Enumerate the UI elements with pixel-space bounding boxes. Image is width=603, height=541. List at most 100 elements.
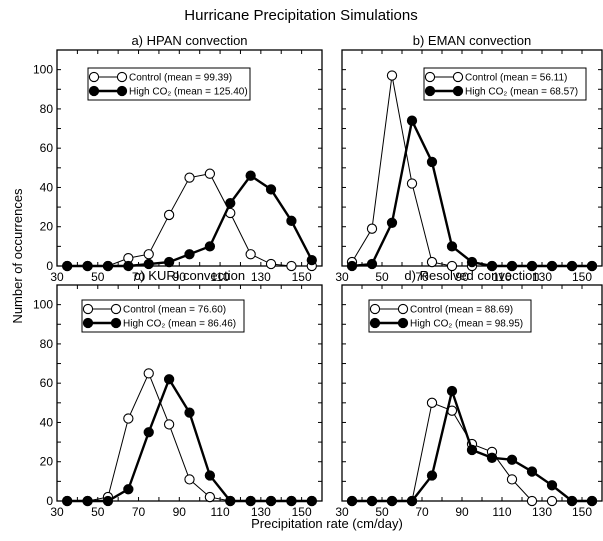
data-point: [546, 260, 558, 272]
x-tick-label: 30: [335, 270, 349, 284]
legend-box: [423, 67, 587, 101]
panel-1: a) HPAN convection 30 50 70 90 110 130 150 0 20 40…: [33, 33, 323, 284]
legend-marker: [116, 85, 128, 97]
series-high-co2: [346, 115, 598, 272]
data-point: [225, 495, 236, 507]
data-point: [506, 474, 518, 485]
data-point: [163, 419, 175, 430]
data-point: [123, 260, 134, 272]
legend-box: [87, 67, 251, 101]
data-point: [184, 249, 195, 260]
series-control: [346, 70, 598, 272]
legend-label: High CO₂ (mean = 68.57): [465, 87, 578, 98]
y-tick-label: 20: [40, 220, 54, 234]
legend-label: Control (mean = 56.11): [465, 73, 567, 84]
y-tick-label: 80: [40, 337, 54, 351]
legend-marker: [424, 85, 436, 97]
legend-marker: [82, 317, 94, 329]
y-tick-label: 60: [40, 376, 54, 390]
legend-label: High CO₂ (mean = 125.40): [129, 87, 248, 98]
y-tick-label: 0: [46, 259, 53, 273]
legend-marker: [397, 317, 409, 329]
panel-title: d) Resolved convection: [404, 268, 539, 283]
data-point: [306, 254, 317, 266]
data-point: [184, 172, 195, 183]
data-point: [143, 249, 154, 260]
series-control: [62, 368, 317, 507]
panel-title: a) HPAN convection: [131, 33, 247, 48]
data-point: [286, 495, 297, 507]
data-point: [426, 470, 438, 481]
data-point: [82, 495, 93, 507]
legend-marker: [82, 303, 94, 315]
x-tick-label: 150: [292, 270, 312, 284]
x-tick-label: 130: [532, 505, 552, 519]
data-point: [506, 454, 518, 465]
data-point: [426, 397, 438, 408]
legend-label: Control (mean = 99.39): [129, 73, 232, 84]
legend-label: High CO₂ (mean = 98.95): [410, 319, 523, 330]
series-line: [351, 75, 592, 267]
x-tick-label: 90: [455, 270, 469, 284]
legend-box: [81, 299, 245, 333]
legend-marker: [88, 85, 100, 97]
data-point: [586, 260, 598, 272]
data-point: [163, 374, 175, 385]
x-tick-label: 50: [91, 505, 105, 519]
data-point: [245, 170, 256, 181]
y-axis-label: Number of occurrences: [10, 188, 25, 324]
data-point: [406, 115, 418, 126]
series-high-co2: [62, 374, 317, 507]
plot-frame: [341, 284, 603, 502]
data-point: [62, 260, 73, 272]
data-point: [346, 260, 358, 272]
data-point: [446, 260, 458, 272]
legend-marker: [110, 303, 122, 315]
data-point: [466, 256, 478, 268]
data-point: [204, 168, 216, 179]
panel-4: d) Resolved convection 30 50 70 90 110 130 150 C…: [335, 268, 603, 519]
data-point: [566, 260, 578, 272]
x-tick-label: 30: [335, 505, 349, 519]
data-point: [184, 407, 195, 418]
data-point: [366, 223, 378, 234]
data-point: [245, 495, 256, 507]
x-axis-label: Precipitation rate (cm/day): [251, 516, 403, 531]
panel-title: b) EMAN convection: [413, 33, 532, 48]
data-point: [143, 368, 154, 379]
y-tick-label: 40: [40, 180, 54, 194]
x-tick-label: 50: [375, 505, 389, 519]
data-point: [386, 495, 398, 507]
legend-marker: [452, 71, 464, 83]
panel-2: b) EMAN convection 30 50 70 90 110 130 150 Contr…: [335, 33, 603, 284]
x-tick-label: 150: [572, 505, 592, 519]
legend-marker: [116, 71, 128, 83]
series-high-co2: [346, 385, 598, 507]
series-line: [351, 116, 592, 268]
x-tick-label: 130: [251, 505, 271, 519]
x-tick-label: 50: [91, 270, 105, 284]
y-tick-label: 100: [33, 63, 53, 77]
legend-marker: [452, 85, 464, 97]
x-tick-label: 70: [132, 270, 146, 284]
x-tick-label: 110: [492, 505, 511, 519]
data-point: [346, 495, 358, 507]
panel-title: c) KURI convection: [134, 268, 245, 283]
data-point: [526, 466, 538, 477]
data-point: [466, 444, 478, 456]
x-tick-label: 90: [173, 505, 187, 519]
data-point: [446, 385, 458, 397]
y-tick-label: 40: [40, 415, 54, 429]
data-point: [546, 480, 558, 491]
x-tick-label: 90: [455, 505, 469, 519]
legend-box: [368, 299, 532, 333]
x-tick-label: 70: [415, 505, 429, 519]
chart-title: Hurricane Precipitation Simulations: [184, 7, 417, 24]
x-tick-label: 70: [415, 270, 429, 284]
data-point: [184, 474, 195, 485]
data-point: [526, 495, 538, 507]
data-point: [204, 241, 216, 252]
panels-group: a) HPAN convection 30 50 70 90 110 130 150 0 20 40…: [33, 33, 603, 519]
data-point: [82, 260, 93, 272]
